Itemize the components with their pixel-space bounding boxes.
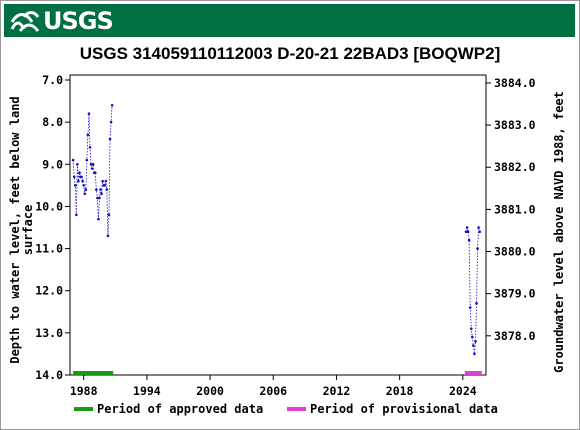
data-point <box>476 247 479 250</box>
data-point <box>105 188 109 191</box>
y-axis-left-label-line-1: Depth to water level, feet below land <box>8 96 22 363</box>
data-point <box>110 103 114 107</box>
data-point <box>88 146 92 149</box>
legend-swatch-provisional <box>287 407 306 411</box>
data-point <box>477 226 480 229</box>
data-point <box>107 213 111 217</box>
y-right-tick-label: 3884.0 <box>494 76 536 90</box>
legend-label-approved: Period of approved data <box>97 402 263 416</box>
data-point <box>109 120 113 124</box>
data-point <box>73 184 77 187</box>
data-point <box>72 175 76 179</box>
data-point <box>468 306 472 309</box>
data-point <box>81 179 84 183</box>
data-point <box>75 213 78 217</box>
data-point <box>108 137 112 141</box>
chart-title: USGS 314059110112003 D-20-21 22BAD3 [BOQ… <box>79 44 501 63</box>
axis-ticks: 1988 1994 2000 2006 2012 2018 2024 7.0 8.0 9.0 10.… <box>35 73 535 398</box>
data-point <box>478 230 481 234</box>
usgs-logo-text: USGS <box>43 7 114 35</box>
legend: Period of approved data Period of provis… <box>74 402 498 416</box>
data-point <box>90 167 94 170</box>
series-line <box>465 227 481 354</box>
data-point <box>76 162 79 166</box>
data-point <box>86 133 90 137</box>
plot-area <box>69 74 487 376</box>
y-right-tick-label: 3879.0 <box>494 287 536 301</box>
usgs-wave-icon <box>10 9 40 33</box>
data-point <box>71 158 75 162</box>
y-left-tick-label: 14.0 <box>35 368 63 382</box>
y-right-tick-label: 3880.0 <box>494 245 536 259</box>
y-axis-left-label-line-2: surface <box>21 205 35 256</box>
y-left-tick-label: 9.0 <box>42 157 63 171</box>
x-tick-label: 1994 <box>133 384 161 398</box>
data-point <box>466 230 470 234</box>
y-left-tick-label: 13.0 <box>35 326 63 340</box>
data-point <box>472 344 475 347</box>
data-point <box>465 226 469 229</box>
y-right-tick-label: 3882.0 <box>494 160 536 174</box>
data-point <box>473 352 476 356</box>
data-point <box>99 188 102 191</box>
data-point <box>93 171 97 175</box>
x-tick-label: 2018 <box>386 384 414 398</box>
data-point <box>87 112 91 116</box>
data-point <box>98 196 101 200</box>
data-point <box>91 162 95 166</box>
data-point <box>77 179 80 183</box>
usgs-banner: USGS <box>4 4 575 37</box>
data-point <box>106 234 110 238</box>
y-left-tick-label: 10.0 <box>35 199 63 213</box>
y-left-tick-label: 11.0 <box>35 242 63 256</box>
data-point <box>464 230 468 234</box>
legend-label-provisional: Period of provisional data <box>310 402 498 416</box>
y-right-tick-label: 3883.0 <box>494 118 536 132</box>
data-point <box>469 327 473 330</box>
x-tick-label: 2024 <box>449 384 477 398</box>
data-point <box>82 184 85 187</box>
series-line <box>72 105 113 236</box>
data-point <box>100 192 103 196</box>
usgs-logo[interactable]: USGS <box>10 7 114 35</box>
x-tick-label: 2000 <box>196 384 224 398</box>
data-point <box>475 302 478 305</box>
data-period-bar <box>73 371 114 375</box>
data-point <box>84 188 88 191</box>
data-period-bar <box>464 371 482 375</box>
data-point <box>85 158 89 162</box>
y-left-tick-label: 12.0 <box>35 284 63 298</box>
data-point <box>104 179 108 183</box>
data-point <box>80 175 83 179</box>
data-point <box>474 339 477 343</box>
data-point <box>97 217 100 221</box>
data-point <box>471 335 474 339</box>
data-series <box>71 103 481 356</box>
data-point <box>96 196 99 200</box>
x-tick-label: 2006 <box>259 384 287 398</box>
data-point <box>467 238 471 242</box>
y-right-tick-label: 3878.0 <box>494 329 536 343</box>
x-tick-label: 1988 <box>70 384 98 398</box>
data-point <box>103 184 107 187</box>
x-tick-label: 2012 <box>323 384 351 398</box>
legend-swatch-approved <box>74 407 93 411</box>
y-right-tick-label: 3881.0 <box>494 202 536 216</box>
y-left-tick-label: 7.0 <box>42 73 63 87</box>
data-point <box>95 188 98 191</box>
data-point <box>89 162 93 166</box>
y-axis-right-label: Groundwater level above NAVD 1988, feet <box>552 91 566 373</box>
data-point <box>78 171 81 175</box>
y-left-tick-label: 8.0 <box>42 115 63 129</box>
data-point <box>101 179 104 183</box>
data-point <box>83 192 87 196</box>
data-periods <box>73 371 482 375</box>
